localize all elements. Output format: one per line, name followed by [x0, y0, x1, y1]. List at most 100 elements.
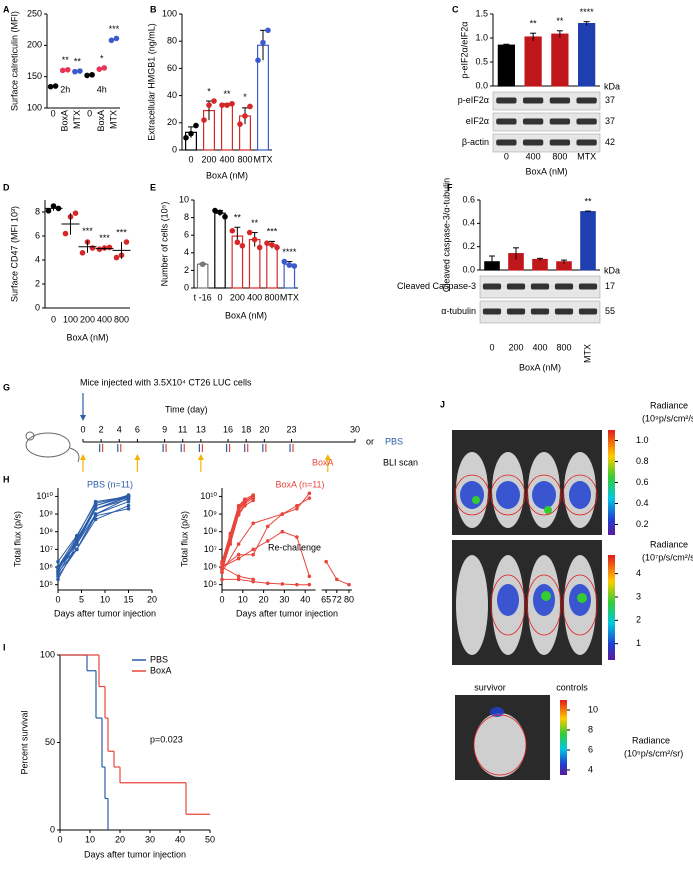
data-point — [236, 505, 241, 509]
data-point — [251, 577, 255, 582]
panel-letter: F — [447, 182, 453, 192]
y-tick-label: 0 — [50, 824, 55, 834]
x-tick-label: 800 — [237, 154, 252, 164]
data-point — [47, 83, 54, 90]
data-point — [89, 245, 96, 251]
colorbar-title: Radiance — [632, 735, 670, 745]
x-tick-label: 20 — [115, 834, 125, 844]
x-tick-label: 200 — [230, 292, 245, 302]
data-point — [280, 512, 285, 516]
colorbar-tick-label: 4 — [588, 764, 593, 774]
x-tick-label: 0 — [489, 342, 494, 352]
data-point — [62, 230, 69, 237]
data-point — [126, 497, 131, 501]
significance: ** — [234, 213, 242, 223]
significance: *** — [82, 226, 93, 236]
bar — [551, 33, 569, 87]
significance: ** — [74, 56, 82, 66]
x-tick-label: 800 — [552, 151, 567, 161]
blot-kda: 17 — [605, 281, 615, 291]
day-label: 4 — [117, 424, 122, 434]
data-point — [251, 498, 255, 503]
x-tick-label: 5 — [79, 594, 84, 604]
group-label: 4h — [97, 84, 107, 94]
data-point — [56, 577, 60, 582]
data-point — [217, 209, 223, 216]
data-point — [93, 517, 98, 522]
blot-unit: kDa — [604, 81, 620, 91]
x-axis-label: Days after tumor injection — [54, 608, 156, 618]
y-tick-label: 20 — [167, 117, 177, 127]
data-point — [59, 67, 66, 74]
x-tick-label: 200 — [508, 342, 523, 352]
y-tick-label: 10⁹ — [203, 508, 217, 518]
x-tick-label: 0 — [188, 154, 193, 164]
scan-label: BLI scan — [383, 457, 418, 467]
x-tick-label: 0 — [217, 292, 222, 302]
data-point — [265, 581, 270, 586]
x-axis-label: BoxA (nM) — [525, 166, 567, 176]
blot-band — [576, 139, 597, 146]
x-axis-label: BoxA (nM) — [206, 170, 248, 180]
y-tick-label: 10⁷ — [204, 544, 217, 554]
data-point — [96, 246, 103, 252]
significance: *** — [99, 233, 110, 243]
data-point — [75, 533, 79, 538]
data-point — [75, 542, 79, 546]
x-tick-label: 400 — [526, 151, 541, 161]
data-point — [220, 565, 224, 569]
data-point — [89, 71, 95, 78]
x-tick-label: 40 — [175, 834, 185, 844]
data-point — [101, 65, 108, 71]
data-point — [228, 536, 233, 541]
day-label: 18 — [241, 424, 251, 434]
y-axis-label: p-eIF2α/eIF2α — [459, 22, 469, 79]
significance: **** — [282, 247, 297, 257]
x-tick-label: 65 — [321, 594, 331, 604]
colorbar-tick-label: 2 — [636, 615, 641, 625]
x-tick-label: 20 — [259, 594, 269, 604]
data-point — [307, 574, 312, 579]
data-point — [56, 559, 60, 564]
data-point — [295, 582, 299, 587]
data-point — [251, 493, 255, 498]
panel-letter: D — [3, 182, 10, 192]
blot-band — [496, 118, 517, 125]
bar — [497, 44, 516, 87]
data-point — [236, 552, 241, 557]
data-point — [255, 57, 261, 64]
x-tick-label: 200 — [201, 154, 216, 164]
data-point — [251, 552, 255, 557]
y-tick-label: 0 — [35, 302, 40, 312]
y-tick-label: 10⁸ — [203, 526, 217, 536]
data-point — [251, 521, 255, 526]
data-point — [335, 577, 339, 582]
y-tick-label: 10⁵ — [39, 579, 53, 589]
x-tick-label: 80 — [344, 594, 354, 604]
y-tick-label: 4 — [184, 247, 189, 257]
x-tick-label: 40 — [300, 594, 310, 604]
data-point — [126, 506, 131, 511]
blot-label: eIF2α — [466, 116, 489, 126]
blot-strip — [492, 91, 601, 111]
y-tick-label: 10⁶ — [203, 561, 217, 571]
blot-strip — [492, 112, 601, 132]
y-axis-label: Extracellular HMGB1 (ng/mL) — [146, 23, 156, 141]
y-tick-label: 10 — [179, 194, 189, 204]
data-point — [237, 121, 243, 127]
data-point — [234, 239, 241, 246]
annotation: p=0.023 — [150, 734, 183, 744]
scan-arrowhead — [134, 454, 141, 460]
data-point — [247, 103, 253, 110]
mouse-icon — [25, 431, 80, 463]
significance: *** — [267, 227, 278, 237]
y-tick-label: 40 — [167, 90, 177, 100]
data-point — [260, 39, 266, 46]
data-point — [77, 68, 83, 74]
y-tick-label: 1.5 — [475, 8, 488, 18]
x-axis-label: Days after tumor injection — [84, 849, 186, 859]
y-tick-label: 10⁷ — [40, 544, 53, 554]
blot-band — [578, 283, 598, 290]
data-point — [264, 240, 270, 246]
